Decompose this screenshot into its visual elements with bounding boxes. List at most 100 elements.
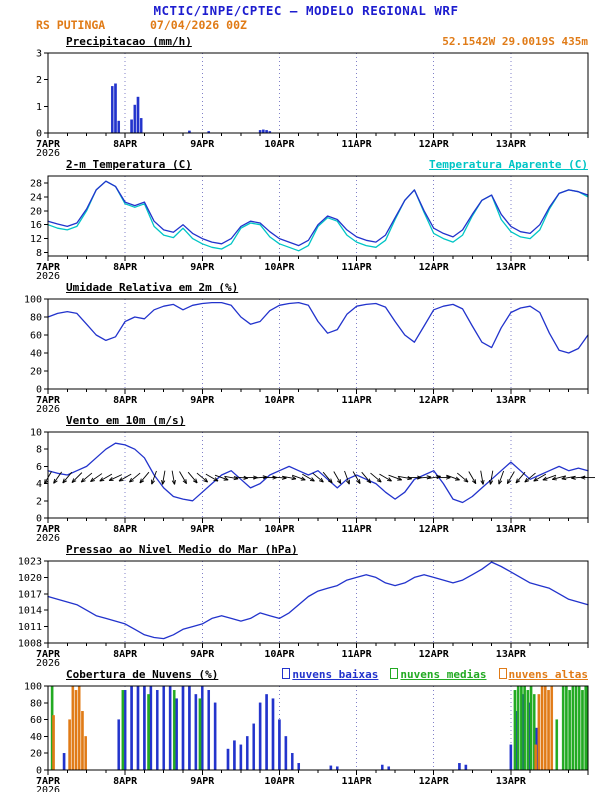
svg-text:20: 20 xyxy=(30,749,42,760)
svg-text:10APR: 10APR xyxy=(264,776,295,787)
svg-text:2026: 2026 xyxy=(36,785,60,792)
series-nuvens-baixas xyxy=(62,685,538,771)
svg-text:10APR: 10APR xyxy=(264,262,295,273)
panel-title-clouds: Cobertura de Nuvens (%) xyxy=(66,668,219,681)
panel-title-precipitation: Precipitacao (mm/h) xyxy=(66,35,192,48)
svg-text:40: 40 xyxy=(30,732,42,743)
svg-text:8APR: 8APR xyxy=(113,776,138,787)
svg-text:1023: 1023 xyxy=(18,557,42,568)
series-umidade-relativa xyxy=(47,301,589,354)
svg-text:8: 8 xyxy=(36,445,42,456)
svg-text:11APR: 11APR xyxy=(342,649,373,660)
svg-text:10APR: 10APR xyxy=(264,524,295,535)
svg-text:20: 20 xyxy=(30,367,42,378)
legend-nuvens-medias: nuvens medias xyxy=(390,668,487,681)
svg-text:13APR: 13APR xyxy=(496,262,527,273)
panel-humidity: Umidade Relativa em 2m (%) 0 20 40 60 80 100 7… xyxy=(0,281,612,413)
svg-text:13APR: 13APR xyxy=(496,139,527,150)
series-velocidade-do-vento xyxy=(47,442,589,504)
svg-text:8APR: 8APR xyxy=(113,395,138,406)
low-cloud-swatch-icon xyxy=(282,668,291,679)
svg-text:12APR: 12APR xyxy=(419,649,450,660)
svg-text:28: 28 xyxy=(30,178,42,189)
svg-text:7APR: 7APR xyxy=(36,262,61,273)
svg-text:10APR: 10APR xyxy=(264,395,295,406)
high-cloud-swatch-icon xyxy=(498,668,507,679)
svg-text:8APR: 8APR xyxy=(113,139,138,150)
svg-text:8APR: 8APR xyxy=(113,262,138,273)
svg-text:1020: 1020 xyxy=(18,573,42,584)
svg-text:2026: 2026 xyxy=(36,658,60,667)
svg-text:7APR: 7APR xyxy=(36,139,61,150)
panel-title-temperature: 2-m Temperatura (C) xyxy=(66,158,192,171)
svg-text:10APR: 10APR xyxy=(264,139,295,150)
svg-text:80: 80 xyxy=(30,313,42,324)
svg-text:1011: 1011 xyxy=(18,622,42,633)
svg-text:13APR: 13APR xyxy=(496,649,527,660)
panel-title-humidity: Umidade Relativa em 2m (%) xyxy=(66,281,239,294)
svg-text:11APR: 11APR xyxy=(342,524,373,535)
series-temperatura-aparente xyxy=(47,180,589,252)
svg-text:8APR: 8APR xyxy=(113,524,138,535)
svg-text:16: 16 xyxy=(30,220,42,231)
svg-text:8APR: 8APR xyxy=(113,649,138,660)
svg-text:0: 0 xyxy=(36,129,42,140)
svg-text:0: 0 xyxy=(36,514,42,525)
svg-text:7APR: 7APR xyxy=(36,649,61,660)
panel-title-pressure: Pressao ao Nivel Medio do Mar (hPa) xyxy=(66,543,298,556)
legend-nuvens-altas: nuvens altas xyxy=(498,668,588,681)
svg-text:2: 2 xyxy=(36,496,42,507)
panel-temperature: 2-m Temperatura (C) Temperatura Aparente… xyxy=(0,158,612,280)
svg-text:10: 10 xyxy=(30,428,42,439)
svg-text:60: 60 xyxy=(30,715,42,726)
svg-text:7APR: 7APR xyxy=(36,395,61,406)
svg-text:9APR: 9APR xyxy=(190,395,215,406)
svg-text:24: 24 xyxy=(30,192,42,203)
series-temperatura-2m xyxy=(47,180,589,247)
svg-text:8: 8 xyxy=(36,248,42,259)
svg-text:11APR: 11APR xyxy=(342,776,373,787)
run-datetime: 07/04/2026 00Z xyxy=(150,18,247,32)
svg-text:60: 60 xyxy=(30,331,42,342)
panel-wind: Vento em 10m (m/s) 0 2 4 6 8 10 7APR 2026 8APR 9A… xyxy=(0,414,612,542)
svg-text:11APR: 11APR xyxy=(342,395,373,406)
svg-text:2026: 2026 xyxy=(36,404,60,413)
svg-text:7APR: 7APR xyxy=(36,524,61,535)
series-nuvens-medias xyxy=(50,685,588,771)
svg-text:6: 6 xyxy=(36,462,42,473)
panel-precipitation: Precipitacao (mm/h) 52.1542W 29.0019S 43… xyxy=(0,35,612,157)
svg-text:13APR: 13APR xyxy=(496,524,527,535)
svg-text:12APR: 12APR xyxy=(419,524,450,535)
svg-text:9APR: 9APR xyxy=(190,139,215,150)
cloud-legend: nuvens baixas nuvens medias nuvens altas xyxy=(282,668,588,681)
svg-text:9APR: 9APR xyxy=(190,262,215,273)
svg-text:0: 0 xyxy=(36,385,42,396)
svg-text:2026: 2026 xyxy=(36,148,60,157)
svg-text:20: 20 xyxy=(30,206,42,217)
svg-text:1017: 1017 xyxy=(18,589,42,600)
svg-text:1014: 1014 xyxy=(18,606,42,617)
series-precipitacao xyxy=(110,83,272,134)
svg-text:1008: 1008 xyxy=(18,639,42,650)
wind-direction-arrows xyxy=(44,470,595,485)
svg-text:9APR: 9APR xyxy=(190,524,215,535)
svg-text:0: 0 xyxy=(36,766,42,777)
svg-text:4: 4 xyxy=(36,479,42,490)
legend-nuvens-baixas: nuvens baixas xyxy=(282,668,378,681)
apparent-temperature-label: Temperatura Aparente (C) xyxy=(429,158,588,171)
svg-text:12APR: 12APR xyxy=(419,139,450,150)
series-nuvens-altas xyxy=(52,685,554,771)
panel-clouds: Cobertura de Nuvens (%) nuvens baixas nu… xyxy=(0,668,612,792)
panel-pressure: Pressao ao Nivel Medio do Mar (hPa) 1008… xyxy=(0,543,612,667)
svg-text:11APR: 11APR xyxy=(342,262,373,273)
